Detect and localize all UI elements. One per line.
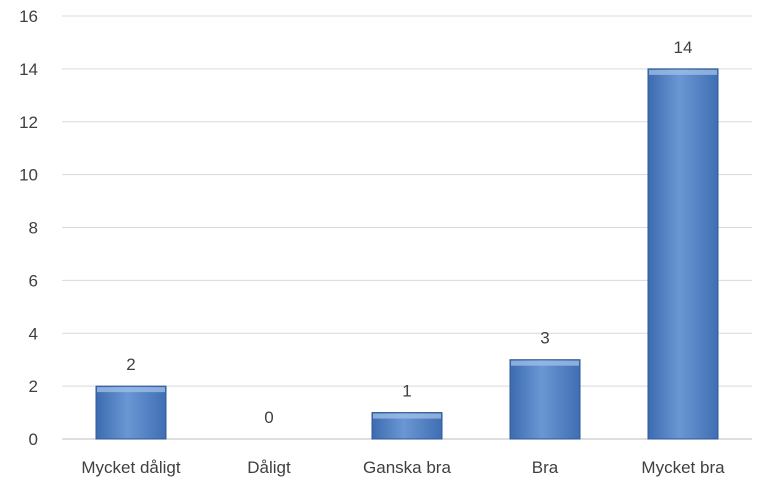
bar [95, 385, 167, 440]
x-category-label: Dåligt [247, 458, 291, 477]
bar [371, 412, 443, 440]
data-label: 14 [674, 38, 693, 57]
bar-bevel [649, 69, 717, 75]
y-tick-label: 4 [29, 324, 38, 343]
y-tick-label: 10 [19, 166, 38, 185]
y-tick-label: 12 [19, 113, 38, 132]
y-tick-label: 2 [29, 377, 38, 396]
bars [95, 68, 719, 440]
x-axis-category-labels: Mycket dåligt Dåligt Ganska bra Bra Mycket b… [81, 458, 725, 477]
bar-body [95, 385, 167, 440]
bar [509, 359, 581, 440]
y-tick-label: 0 [29, 430, 38, 449]
y-tick-label: 8 [29, 219, 38, 238]
bar [647, 68, 719, 440]
data-label: 1 [402, 382, 411, 401]
data-labels: 2 0 1 3 14 [126, 38, 692, 427]
y-axis-tick-labels: 0 2 4 6 8 10 12 14 16 [19, 7, 38, 449]
bar-bevel [373, 413, 441, 419]
x-category-label: Bra [532, 458, 559, 477]
bar-bevel [97, 387, 165, 393]
y-tick-label: 6 [29, 271, 38, 290]
bar-body [509, 359, 581, 440]
y-tick-label: 16 [19, 7, 38, 26]
x-category-label: Mycket bra [641, 458, 725, 477]
data-label: 0 [264, 408, 273, 427]
data-label: 2 [126, 355, 135, 374]
bar-bevel [511, 360, 579, 366]
x-category-label: Mycket dåligt [81, 458, 180, 477]
data-label: 3 [540, 329, 549, 348]
x-category-label: Ganska bra [363, 458, 451, 477]
bar-body [647, 68, 719, 440]
y-tick-label: 14 [19, 60, 38, 79]
gridlines [62, 15, 752, 440]
